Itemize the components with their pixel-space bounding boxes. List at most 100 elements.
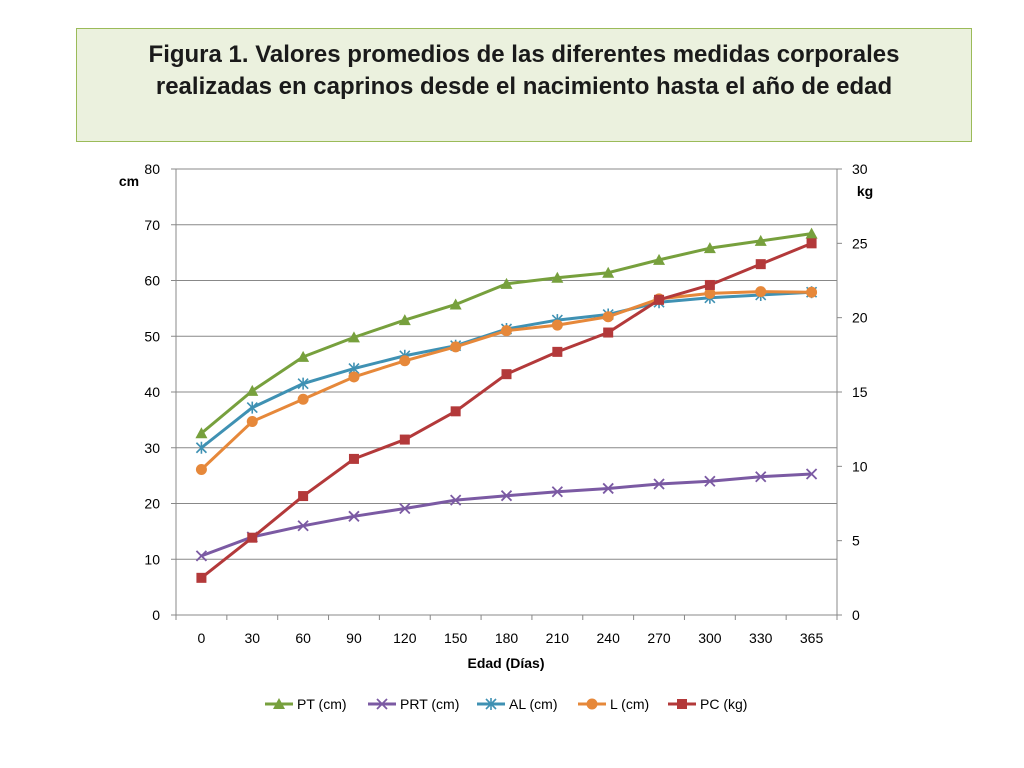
chart-title-box: Figura 1. Valores promedios de las difer…	[76, 28, 972, 142]
series-line-l	[200, 290, 812, 471]
data-point-prt	[500, 490, 513, 502]
legend-marker-al	[485, 698, 497, 710]
legend-marker-pt	[273, 698, 285, 709]
data-point-pc	[348, 453, 359, 464]
series-line-prt	[200, 472, 812, 558]
data-point-prt	[602, 482, 614, 495]
data-point-pt	[703, 242, 716, 254]
data-point-l	[755, 286, 767, 298]
y-tick-label: 60	[144, 273, 160, 289]
data-point-l	[450, 341, 462, 353]
data-point-al	[195, 441, 207, 454]
y2-tick-label: 0	[852, 607, 860, 623]
data-point-pt	[246, 384, 259, 396]
y-tick-label: 30	[144, 440, 160, 456]
data-point-pt	[398, 314, 411, 326]
data-point-prt	[755, 471, 767, 483]
data-point-pt	[754, 234, 767, 246]
y2-tick-label: 20	[852, 310, 868, 326]
data-point-prt	[450, 494, 462, 506]
legend-label-al: AL (cm)	[509, 696, 557, 712]
data-point-pc	[247, 532, 258, 543]
data-point-pc	[298, 491, 309, 502]
data-point-l	[704, 287, 716, 299]
x-tick-label: 150	[444, 630, 468, 646]
x-tick-label: 300	[698, 630, 722, 646]
data-point-pc	[603, 327, 614, 338]
y-tick-label: 0	[152, 607, 160, 623]
chart-title-line-2: realizadas en caprinos desde el nacimien…	[155, 73, 893, 100]
data-point-prt	[348, 510, 360, 522]
data-point-al	[246, 401, 258, 414]
data-point-prt	[399, 502, 411, 515]
y-axis-title: cm	[119, 173, 139, 189]
data-point-pt	[653, 253, 666, 265]
data-point-al	[297, 377, 309, 390]
y2-axis-title: kg	[857, 183, 873, 199]
data-point-prt	[653, 478, 665, 490]
chart-title-line-1: Figura 1. Valores promedios de las difer…	[148, 41, 900, 68]
data-point-pt	[551, 271, 564, 283]
legend-label-pt: PT (cm)	[297, 696, 347, 712]
data-point-prt	[805, 468, 818, 480]
legend-label-l: L (cm)	[610, 696, 649, 712]
legend-label-pc: PC (kg)	[700, 696, 747, 712]
y-tick-label: 80	[144, 161, 160, 177]
x-tick-label: 365	[800, 630, 824, 646]
x-tick-label: 90	[346, 630, 362, 646]
data-point-l	[297, 393, 309, 405]
data-point-pt	[347, 331, 360, 343]
data-point-pc	[450, 406, 461, 417]
y2-tick-label: 25	[852, 235, 868, 251]
x-tick-label: 0	[198, 630, 206, 646]
data-point-pc	[654, 294, 665, 305]
data-point-prt	[551, 486, 563, 498]
data-point-pc	[755, 259, 766, 270]
data-point-pc	[806, 238, 817, 249]
y2-tick-label: 30	[852, 161, 868, 177]
legend-marker-prt	[376, 698, 388, 710]
legend-marker-l	[586, 698, 598, 710]
data-point-prt	[297, 520, 309, 532]
data-point-pt	[297, 350, 310, 362]
legend-label-prt: PRT (cm)	[400, 696, 459, 712]
x-tick-label: 180	[495, 630, 519, 646]
x-tick-label: 60	[295, 630, 311, 646]
y-tick-label: 10	[144, 551, 160, 567]
data-point-l	[246, 416, 258, 428]
y-tick-label: 50	[144, 328, 160, 344]
data-point-pc	[501, 369, 512, 380]
data-point-pt	[449, 298, 462, 310]
data-point-l	[551, 319, 563, 331]
data-point-l	[602, 311, 614, 323]
x-tick-label: 240	[597, 630, 621, 646]
x-tick-label: 330	[749, 630, 773, 646]
y-tick-label: 40	[144, 384, 160, 400]
data-point-pt	[195, 427, 208, 439]
x-tick-label: 210	[546, 630, 570, 646]
data-point-l	[348, 371, 360, 383]
y2-tick-label: 10	[852, 458, 868, 474]
y-tick-label: 70	[144, 217, 160, 233]
legend-marker-pc	[677, 699, 687, 709]
x-tick-label: 30	[244, 630, 260, 646]
data-point-pc	[552, 346, 563, 357]
data-point-pt	[500, 277, 513, 289]
x-tick-label: 270	[647, 630, 671, 646]
data-point-l	[195, 463, 207, 475]
data-point-l	[501, 325, 512, 337]
y-tick-label: 20	[144, 496, 160, 512]
data-point-prt	[704, 475, 716, 487]
data-point-pt	[602, 266, 615, 278]
y2-tick-label: 15	[852, 384, 868, 400]
data-point-pc	[196, 572, 207, 583]
data-point-l	[806, 286, 818, 298]
y2-tick-label: 5	[852, 533, 860, 549]
x-axis-title: Edad (Días)	[467, 655, 544, 671]
data-point-pt	[805, 227, 818, 239]
data-point-prt	[195, 550, 208, 562]
x-tick-label: 120	[393, 630, 417, 646]
data-point-l	[399, 355, 411, 367]
data-point-pc	[399, 434, 410, 445]
